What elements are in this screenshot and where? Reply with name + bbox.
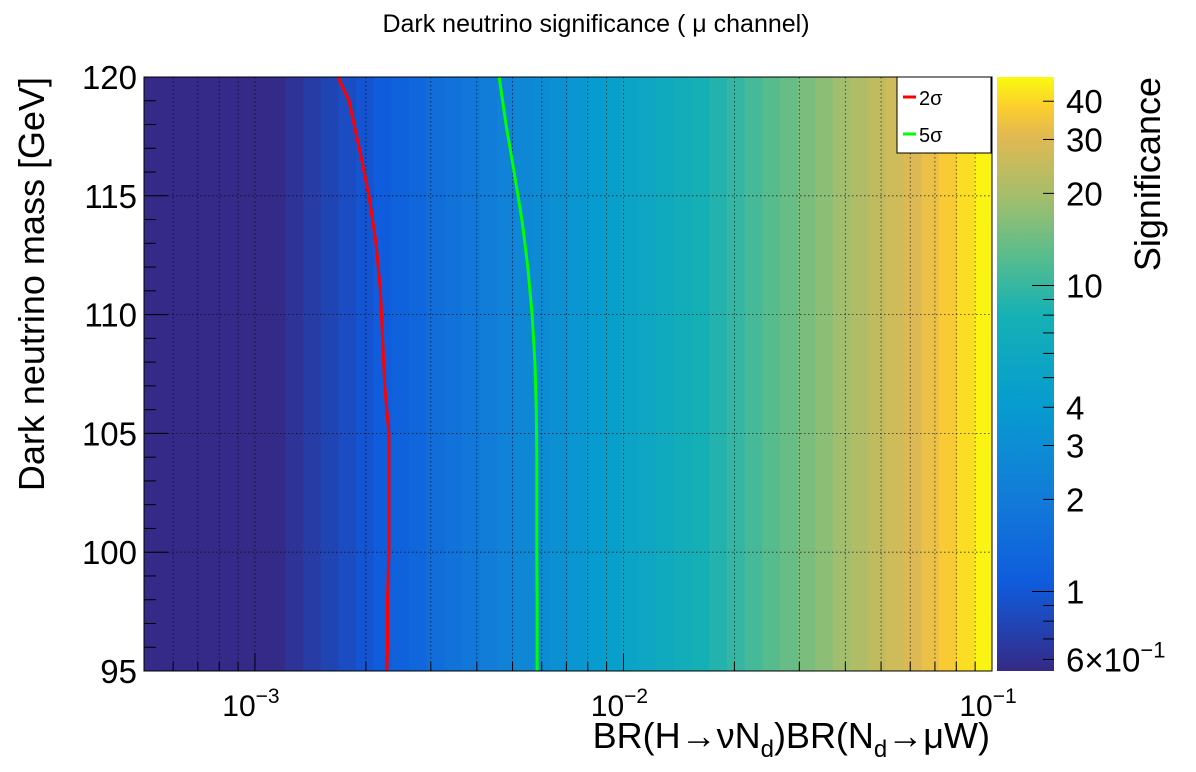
heatmap-cell <box>691 77 710 671</box>
heatmap-cell <box>762 77 781 671</box>
heatmap-cell <box>886 77 905 671</box>
heatmap-cell <box>479 77 498 671</box>
colorbar-tick-label: 1 <box>1066 574 1084 611</box>
y-tick-label: 105 <box>82 415 137 452</box>
heatmap-cell <box>250 77 269 671</box>
y-tick-labels: 95 100 105 110 115 120 <box>82 59 137 690</box>
heatmap-cell <box>974 77 992 671</box>
plot-frame <box>143 76 993 672</box>
heatmap-cell <box>921 77 940 671</box>
x-axis-label: BR(H→νNd)BR(Nd→μW) <box>593 715 990 763</box>
heatmap-cell <box>179 77 198 671</box>
colorbar-tick-label: 40 <box>1066 83 1103 120</box>
colorbar-tick-label: 3 <box>1066 428 1084 465</box>
heatmap-cell <box>797 77 816 671</box>
heatmap-cell <box>338 77 357 671</box>
y-tick-label: 120 <box>82 59 137 96</box>
heatmap-cell <box>197 77 216 671</box>
colorbar-tick-label: 4 <box>1066 389 1084 426</box>
y-tick-label: 115 <box>84 178 137 215</box>
colorbar-tick-label: 20 <box>1066 175 1103 212</box>
heatmap-cell <box>903 77 922 671</box>
contour-line-2sigma <box>336 77 391 671</box>
heatmap-cell <box>638 77 657 671</box>
heatmap-cell <box>444 77 463 671</box>
colorbar-label: Significance <box>1127 77 1168 271</box>
heatmap-cell <box>409 77 428 671</box>
heatmap-cell <box>285 77 304 671</box>
y-tick-label: 110 <box>84 297 137 334</box>
heatmap-cell <box>850 77 869 671</box>
heatmap-cell <box>214 77 233 671</box>
heatmap-cell <box>868 77 887 671</box>
heatmap-cell <box>780 77 799 671</box>
chart-title: Dark neutrino significance ( μ channel) <box>382 10 809 38</box>
heatmap-cell <box>161 77 180 671</box>
contour-line-5sigma <box>497 77 539 671</box>
heatmap-cells <box>144 77 992 671</box>
legend: 2σ 5σ <box>896 76 992 154</box>
colorbar-tick-label: 30 <box>1066 121 1103 158</box>
y-axis-label: Dark neutrino mass [GeV] <box>11 77 52 491</box>
colorbar-ticks <box>1032 100 1054 660</box>
x-tick-labels: 10−3 10−2 10−1 <box>222 685 1016 723</box>
heatmap-cell <box>709 77 728 671</box>
heatmap-cell <box>674 77 693 671</box>
y-tick-label: 95 <box>100 653 137 690</box>
heatmap-cell <box>621 77 640 671</box>
heatmap-cell <box>585 77 604 671</box>
heatmap-cell <box>815 77 834 671</box>
heatmap-cell <box>515 77 534 671</box>
colorbar-tick-label: 10 <box>1066 267 1103 304</box>
heatmap-cell <box>939 77 958 671</box>
legend-label-2sigma: 2σ <box>919 88 943 110</box>
heatmap-cell <box>391 77 410 671</box>
colorbar-tick-label: 2 <box>1066 481 1084 518</box>
x-tick-label: 10−3 <box>222 685 279 723</box>
axis-ticks <box>143 76 993 672</box>
heatmap-cell <box>727 77 746 671</box>
heatmap-cell <box>568 77 587 671</box>
grid-lines <box>144 77 992 671</box>
heatmap-cell <box>744 77 763 671</box>
legend-box <box>896 76 992 154</box>
legend-label-5sigma: 5σ <box>919 125 943 147</box>
colorbar-tick-label: 6×10−1 <box>1066 637 1165 678</box>
x-tick-label: 10−2 <box>591 685 648 723</box>
heatmap-cell <box>144 77 163 671</box>
significance-contours <box>336 77 539 671</box>
heatmap-cell <box>833 77 852 671</box>
y-tick-label: 100 <box>82 534 137 571</box>
heatmap-cell <box>462 77 481 671</box>
heatmap-cell <box>303 77 322 671</box>
heatmap-cell <box>232 77 251 671</box>
heatmap-cell <box>956 77 975 671</box>
heatmap-cell <box>267 77 286 671</box>
heatmap-cell <box>656 77 675 671</box>
heatmap-cell <box>320 77 339 671</box>
heatmap-cell <box>426 77 445 671</box>
heatmap-cell <box>603 77 622 671</box>
heatmap-cell <box>356 77 375 671</box>
colorbar <box>997 77 1054 671</box>
heatmap-cell <box>550 77 569 671</box>
heatmap-cell <box>497 77 516 671</box>
